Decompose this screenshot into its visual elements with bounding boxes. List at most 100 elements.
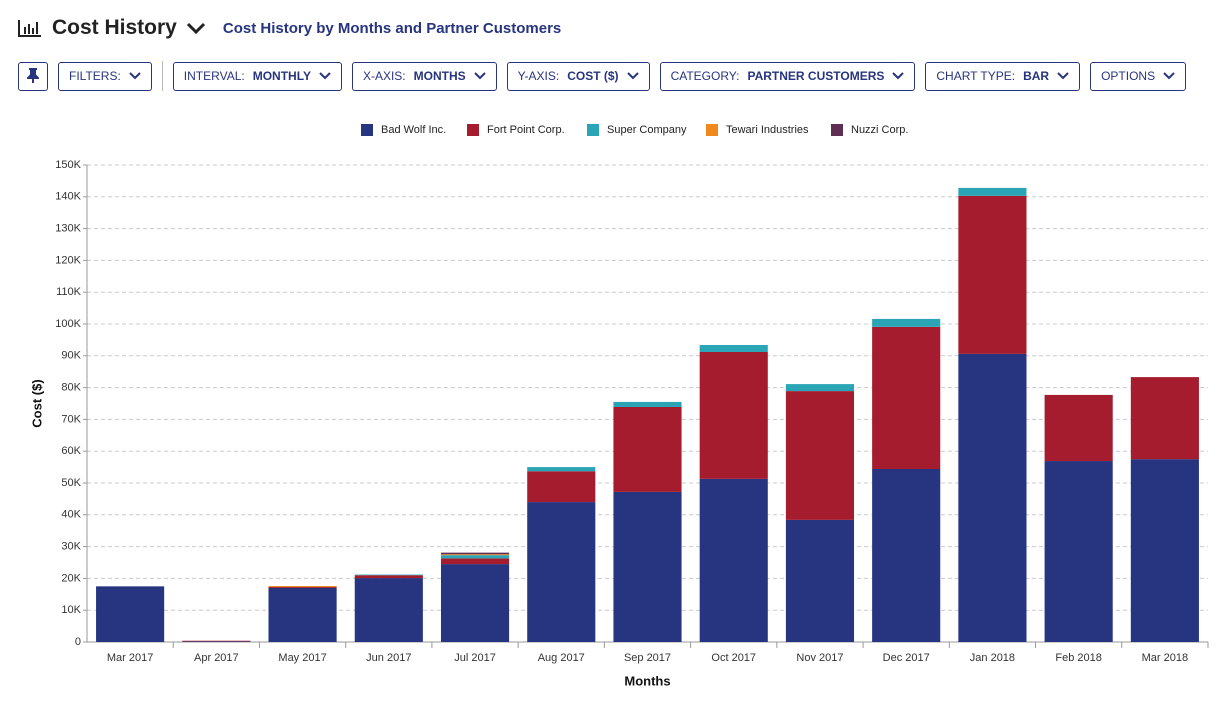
bar-segment — [613, 401, 682, 407]
bar-segment — [958, 353, 1027, 642]
bar-segment — [1044, 394, 1113, 462]
chart-icon — [18, 20, 41, 37]
chevron — [473, 72, 486, 80]
bar-segment — [440, 554, 510, 556]
bar-segment — [872, 326, 941, 470]
y-tick-label: 130K — [55, 223, 81, 235]
bar-segment — [699, 344, 768, 352]
x-tick-label: Jun 2017 — [366, 652, 411, 664]
chevron — [892, 72, 905, 80]
y-tick-label: 140K — [55, 191, 81, 203]
y-tick-label: 40K — [61, 509, 81, 521]
legend-label: Super Company — [607, 124, 687, 136]
bar-segment — [699, 478, 768, 642]
button-label: CHART TYPE: — [936, 69, 1016, 83]
x-tick-label: Mar 2017 — [107, 652, 153, 664]
legend-swatch — [467, 124, 479, 136]
button-value: COST ($) — [567, 69, 619, 83]
chart-type-button[interactable]: CHART TYPE: BAR — [925, 61, 1081, 91]
y-tick-label: 50K — [61, 477, 81, 489]
bar-segment — [354, 575, 423, 579]
y-tick-label: 0 — [75, 636, 81, 648]
header: Cost History Cost History by Months and … — [18, 14, 561, 42]
x-tick-label: Nov 2017 — [796, 652, 843, 664]
y-tick-label: 150K — [55, 159, 81, 171]
bar-segment — [872, 469, 941, 642]
y-axis-title: Cost ($) — [29, 379, 44, 427]
bar-segment — [440, 564, 510, 642]
x-tick-label: Mar 2018 — [1142, 652, 1188, 664]
button-value: PARTNER CUSTOMERS — [747, 69, 885, 83]
legend-label: Nuzzi Corp. — [851, 124, 908, 136]
y-tick-label: 20K — [61, 572, 81, 584]
bar-segment — [785, 384, 855, 392]
chevron — [319, 72, 331, 80]
y-tick-label: 80K — [61, 382, 81, 394]
bar-segment — [182, 640, 251, 642]
y-tick-label: 70K — [61, 413, 81, 425]
bar-segment — [96, 586, 165, 642]
x-tick-label: May 2017 — [278, 652, 326, 664]
interval-button[interactable]: INTERVAL: MONTHLY — [172, 61, 342, 91]
bar-segment — [699, 351, 768, 479]
x-tick-label: Aug 2017 — [538, 652, 585, 664]
category-button[interactable]: CATEGORY: PARTNER CUSTOMERS — [659, 61, 916, 91]
y-tick-label: 30K — [61, 541, 81, 553]
bar-segment — [1130, 459, 1199, 642]
toolbar: FILTERS: INTERVAL: MONTHLY X-AXIS: MONTHS … — [18, 61, 1187, 91]
bar-segment — [268, 586, 337, 588]
chevron — [1057, 72, 1069, 80]
bar-segment — [182, 641, 251, 642]
bar-segment — [872, 318, 941, 327]
bar-segment — [527, 467, 596, 472]
legend-label: Tewari Industries — [726, 124, 809, 136]
bar-segment — [527, 471, 596, 503]
pin-button[interactable] — [18, 61, 48, 91]
y-tick-label: 100K — [55, 318, 81, 330]
x-tick-label: Feb 2018 — [1055, 652, 1101, 664]
bar-segment — [613, 406, 682, 492]
legend-swatch — [831, 124, 843, 136]
x-tick-label: Sep 2017 — [624, 652, 671, 664]
y-axis-button[interactable]: Y-AXIS: COST ($) — [506, 61, 650, 91]
legend-swatch — [361, 124, 373, 136]
bar-segment — [354, 574, 423, 576]
bar-segment — [440, 552, 510, 555]
legend-label: Bad Wolf Inc. — [381, 124, 446, 136]
button-label: OPTIONS — [1101, 69, 1156, 83]
x-axis-button[interactable]: X-AXIS: MONTHS — [351, 61, 497, 91]
x-tick-label: Jan 2018 — [970, 652, 1015, 664]
y-tick-label: 120K — [55, 254, 81, 266]
legend-swatch — [706, 124, 718, 136]
y-tick-label: 10K — [61, 604, 81, 616]
button-label: CATEGORY: — [670, 69, 740, 83]
options-button[interactable]: OPTIONS — [1090, 61, 1187, 91]
bar-segment — [527, 502, 596, 642]
button-label: X-AXIS: — [362, 69, 406, 83]
bar-segment — [440, 555, 510, 559]
bar-segment — [785, 391, 855, 520]
y-tick-label: 110K — [56, 286, 82, 298]
y-tick-label: 60K — [61, 445, 81, 457]
button-value: MONTHS — [413, 69, 466, 83]
bar-segment — [268, 586, 337, 587]
bar-segment — [354, 578, 423, 642]
chevron — [129, 72, 141, 80]
x-tick-label: Jul 2017 — [454, 652, 496, 664]
x-tick-label: Apr 2017 — [194, 652, 239, 664]
bar-segment — [1130, 377, 1199, 460]
bar-segment — [613, 491, 682, 642]
bar-segment — [785, 519, 855, 642]
button-value: MONTHLY — [252, 69, 311, 83]
title-dropdown[interactable] — [185, 20, 207, 36]
button-label: INTERVAL: — [183, 69, 245, 83]
button-label: Y-AXIS: — [517, 69, 560, 83]
chevron — [626, 72, 639, 80]
bar-segment — [958, 195, 1027, 354]
button-label: FILTERS: — [69, 69, 121, 83]
bar-segment — [1044, 461, 1113, 642]
filters-button[interactable]: FILTERS: — [58, 61, 152, 91]
y-tick-label: 90K — [61, 350, 81, 362]
chevron — [1163, 72, 1175, 80]
